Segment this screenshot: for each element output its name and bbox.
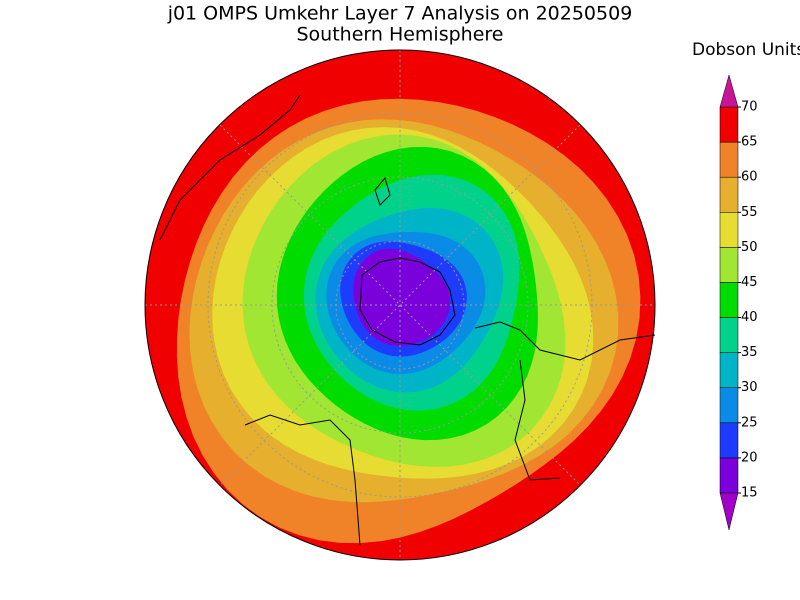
colorbar-bin <box>719 212 739 248</box>
title: j01 OMPS Umkehr Layer 7 Analysis on 2025… <box>167 3 633 25</box>
colorbar-tick-label: 20 <box>741 450 758 465</box>
colorbar-tick-label: 55 <box>741 205 758 220</box>
colorbar-tick-label: 65 <box>741 135 758 150</box>
colorbar-bin <box>719 141 739 178</box>
colorbar-tick-label: 40 <box>741 310 758 325</box>
colorbar-under <box>719 492 739 531</box>
colorbar-over <box>719 74 739 108</box>
colorbar-bin <box>719 106 739 143</box>
colorbar-tick-label: 45 <box>741 275 758 290</box>
colorbar-bin <box>719 247 739 283</box>
colorbar-title: Dobson Units <box>692 40 800 60</box>
colorbar-tick-label: 35 <box>741 345 758 360</box>
coastlines <box>159 94 656 546</box>
colorbar-bin <box>719 282 739 318</box>
colorbar-tick-label: 60 <box>741 170 758 185</box>
colorbar-bin <box>719 422 739 459</box>
polar-map <box>145 50 655 560</box>
graticule <box>145 50 655 560</box>
colorbar-bin <box>719 352 739 388</box>
colorbar-tick-label: 30 <box>741 380 758 395</box>
colorbar-bin <box>719 387 739 424</box>
colorbar-tick-label: 70 <box>741 100 758 115</box>
colorbar-tick-label: 25 <box>741 415 758 430</box>
colorbar-tick-label: 50 <box>741 240 758 255</box>
colorbar-bin <box>719 317 739 353</box>
map-border <box>144 49 656 561</box>
colorbar-tick-label: 15 <box>741 486 758 501</box>
colorbar-bin <box>719 457 739 494</box>
colorbar: 15 20 25 30 35 40 45 50 55 60 65 70 <box>719 74 758 531</box>
colorbar-bin <box>719 176 739 213</box>
subtitle: Southern Hemisphere <box>296 24 503 46</box>
contour-region <box>353 248 451 346</box>
